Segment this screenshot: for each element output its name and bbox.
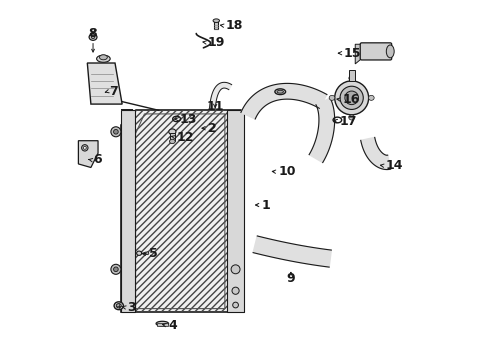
- Ellipse shape: [348, 76, 354, 81]
- Text: 17: 17: [339, 114, 356, 127]
- Ellipse shape: [156, 321, 168, 326]
- Ellipse shape: [386, 45, 393, 58]
- Ellipse shape: [231, 287, 239, 294]
- Polygon shape: [308, 98, 334, 162]
- Text: 9: 9: [286, 272, 295, 285]
- Text: 11: 11: [206, 100, 224, 113]
- Polygon shape: [241, 84, 326, 119]
- Ellipse shape: [111, 264, 121, 274]
- Ellipse shape: [97, 55, 110, 62]
- Ellipse shape: [99, 55, 107, 60]
- Bar: [157, 323, 167, 326]
- Bar: [169, 133, 175, 141]
- Ellipse shape: [136, 251, 142, 255]
- Ellipse shape: [169, 139, 175, 144]
- Ellipse shape: [113, 130, 118, 134]
- Text: 4: 4: [168, 319, 177, 332]
- Ellipse shape: [116, 303, 121, 308]
- Text: 3: 3: [127, 301, 136, 314]
- Text: 6: 6: [93, 153, 102, 166]
- Ellipse shape: [334, 81, 368, 115]
- Polygon shape: [209, 82, 231, 109]
- Text: 7: 7: [109, 85, 118, 98]
- Polygon shape: [360, 138, 390, 170]
- Text: 12: 12: [176, 131, 193, 144]
- Ellipse shape: [91, 36, 95, 39]
- Polygon shape: [121, 111, 244, 312]
- Ellipse shape: [344, 91, 358, 105]
- Bar: [121, 111, 135, 312]
- Text: 19: 19: [207, 36, 224, 49]
- Text: 14: 14: [385, 159, 402, 172]
- Ellipse shape: [83, 147, 86, 149]
- Ellipse shape: [328, 95, 334, 100]
- Text: 18: 18: [225, 19, 242, 32]
- Polygon shape: [87, 63, 122, 104]
- Ellipse shape: [348, 115, 354, 120]
- Ellipse shape: [232, 302, 238, 308]
- Text: 16: 16: [342, 93, 359, 106]
- Bar: [226, 111, 244, 312]
- Ellipse shape: [231, 265, 240, 274]
- Polygon shape: [253, 236, 331, 267]
- Bar: [348, 70, 354, 81]
- Ellipse shape: [367, 95, 373, 100]
- Polygon shape: [78, 141, 98, 167]
- Ellipse shape: [114, 302, 123, 310]
- Text: 8: 8: [88, 27, 97, 40]
- Bar: [213, 21, 218, 29]
- Ellipse shape: [89, 34, 97, 40]
- Ellipse shape: [277, 90, 283, 93]
- Text: 10: 10: [278, 165, 295, 178]
- Text: 5: 5: [149, 247, 158, 260]
- Ellipse shape: [145, 252, 148, 255]
- Text: 1: 1: [262, 198, 270, 212]
- Ellipse shape: [81, 145, 88, 151]
- Text: 15: 15: [343, 47, 360, 60]
- Ellipse shape: [213, 19, 219, 22]
- Polygon shape: [354, 44, 361, 64]
- Ellipse shape: [113, 267, 118, 272]
- Ellipse shape: [168, 129, 176, 135]
- FancyBboxPatch shape: [360, 43, 391, 60]
- Text: 2: 2: [208, 122, 217, 135]
- Ellipse shape: [339, 86, 363, 109]
- Text: 13: 13: [180, 113, 197, 126]
- Ellipse shape: [274, 89, 285, 95]
- Ellipse shape: [111, 127, 121, 137]
